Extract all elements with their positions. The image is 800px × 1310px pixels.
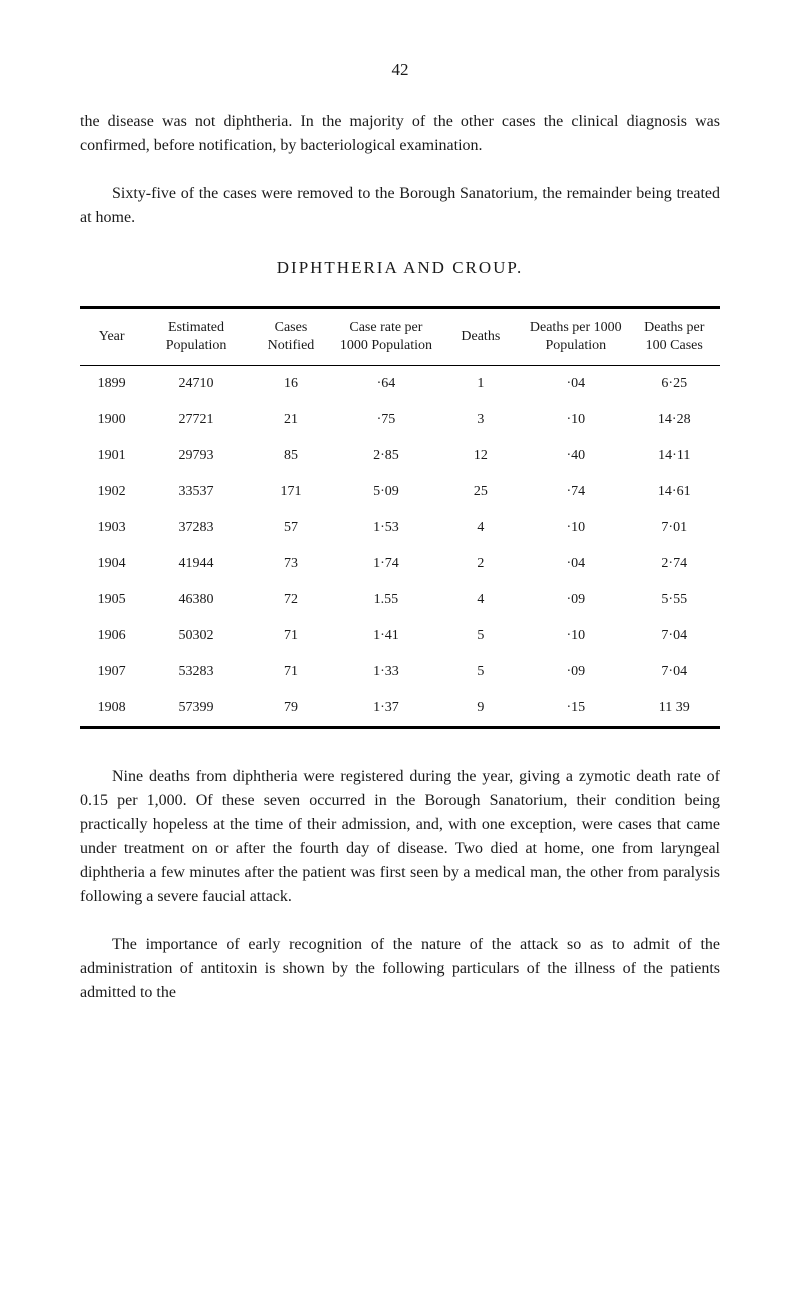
cell: 27721 [143, 402, 248, 438]
table-row: 1899 24710 16 ·64 1 ·04 6·25 [80, 366, 720, 403]
cell: 71 [249, 654, 333, 690]
cell: 6·25 [629, 366, 720, 403]
paragraph-3: Nine deaths from diphtheria were registe… [80, 765, 720, 909]
cell: 1·41 [333, 618, 438, 654]
cell: 2 [439, 546, 523, 582]
cell: ·09 [523, 582, 628, 618]
cell: 7·04 [629, 618, 720, 654]
cell: 14·11 [629, 438, 720, 474]
cell: 7·01 [629, 510, 720, 546]
cell: 72 [249, 582, 333, 618]
table-row: 1907 53283 71 1·33 5 ·09 7·04 [80, 654, 720, 690]
table-row: 1906 50302 71 1·41 5 ·10 7·04 [80, 618, 720, 654]
cell: 1·37 [333, 690, 438, 728]
cell: 1907 [80, 654, 143, 690]
diphtheria-table: Year Estimated Population Cases Notified… [80, 306, 720, 729]
cell: 14·61 [629, 474, 720, 510]
table-row: 1908 57399 79 1·37 9 ·15 11 39 [80, 690, 720, 728]
cell: 71 [249, 618, 333, 654]
cell: 1·74 [333, 546, 438, 582]
col-deathper: Deaths per 100 Cases [629, 308, 720, 366]
paragraph-2: Sixty-five of the cases were removed to … [80, 182, 720, 230]
table-row: 1902 33537 171 5·09 25 ·74 14·61 [80, 474, 720, 510]
cell: 57 [249, 510, 333, 546]
cell: 16 [249, 366, 333, 403]
cell: 1906 [80, 618, 143, 654]
cell: ·15 [523, 690, 628, 728]
cell: 24710 [143, 366, 248, 403]
col-caserate: Case rate per 1000 Population [333, 308, 438, 366]
cell: 11 39 [629, 690, 720, 728]
table-row: 1901 29793 85 2·85 12 ·40 14·11 [80, 438, 720, 474]
cell: 5·09 [333, 474, 438, 510]
col-cases: Cases Notified [249, 308, 333, 366]
cell: 79 [249, 690, 333, 728]
cell: 46380 [143, 582, 248, 618]
table-row: 1903 37283 57 1·53 4 ·10 7·01 [80, 510, 720, 546]
cell: 2·74 [629, 546, 720, 582]
cell: 57399 [143, 690, 248, 728]
cell: 33537 [143, 474, 248, 510]
cell: 1902 [80, 474, 143, 510]
table-row: 1900 27721 21 ·75 3 ·10 14·28 [80, 402, 720, 438]
cell: 171 [249, 474, 333, 510]
cell: 1903 [80, 510, 143, 546]
cell: 7·04 [629, 654, 720, 690]
cell: ·10 [523, 402, 628, 438]
cell: ·10 [523, 510, 628, 546]
table-row: 1905 46380 72 1.55 4 ·09 5·55 [80, 582, 720, 618]
paragraph-4: The importance of early recognition of t… [80, 933, 720, 1005]
cell: 14·28 [629, 402, 720, 438]
page-number: 42 [80, 60, 720, 80]
cell: 5·55 [629, 582, 720, 618]
cell: 9 [439, 690, 523, 728]
table-row: 1904 41944 73 1·74 2 ·04 2·74 [80, 546, 720, 582]
cell: 4 [439, 582, 523, 618]
cell: ·04 [523, 546, 628, 582]
cell: 1904 [80, 546, 143, 582]
cell: 1·33 [333, 654, 438, 690]
cell: ·10 [523, 618, 628, 654]
paragraph-1: the disease was not diphtheria. In the m… [80, 110, 720, 158]
table-title: DIPHTHERIA AND CROUP. [80, 258, 720, 278]
cell: ·74 [523, 474, 628, 510]
cell: 1908 [80, 690, 143, 728]
col-population: Estimated Population [143, 308, 248, 366]
cell: ·75 [333, 402, 438, 438]
cell: 25 [439, 474, 523, 510]
cell: 73 [249, 546, 333, 582]
cell: 1·53 [333, 510, 438, 546]
cell: 1 [439, 366, 523, 403]
col-deaths: Deaths [439, 308, 523, 366]
col-deathrate: Deaths per 1000 Population [523, 308, 628, 366]
cell: 1905 [80, 582, 143, 618]
cell: ·04 [523, 366, 628, 403]
cell: ·09 [523, 654, 628, 690]
cell: 41944 [143, 546, 248, 582]
cell: ·64 [333, 366, 438, 403]
cell: 53283 [143, 654, 248, 690]
cell: 12 [439, 438, 523, 474]
cell: 5 [439, 618, 523, 654]
cell: 1901 [80, 438, 143, 474]
cell: 1.55 [333, 582, 438, 618]
cell: 5 [439, 654, 523, 690]
table-header-row: Year Estimated Population Cases Notified… [80, 308, 720, 366]
cell: 1900 [80, 402, 143, 438]
cell: 29793 [143, 438, 248, 474]
cell: 85 [249, 438, 333, 474]
col-year: Year [80, 308, 143, 366]
cell: 37283 [143, 510, 248, 546]
table-body: 1899 24710 16 ·64 1 ·04 6·25 1900 27721 … [80, 366, 720, 728]
cell: 2·85 [333, 438, 438, 474]
cell: ·40 [523, 438, 628, 474]
cell: 21 [249, 402, 333, 438]
cell: 50302 [143, 618, 248, 654]
cell: 3 [439, 402, 523, 438]
cell: 4 [439, 510, 523, 546]
cell: 1899 [80, 366, 143, 403]
